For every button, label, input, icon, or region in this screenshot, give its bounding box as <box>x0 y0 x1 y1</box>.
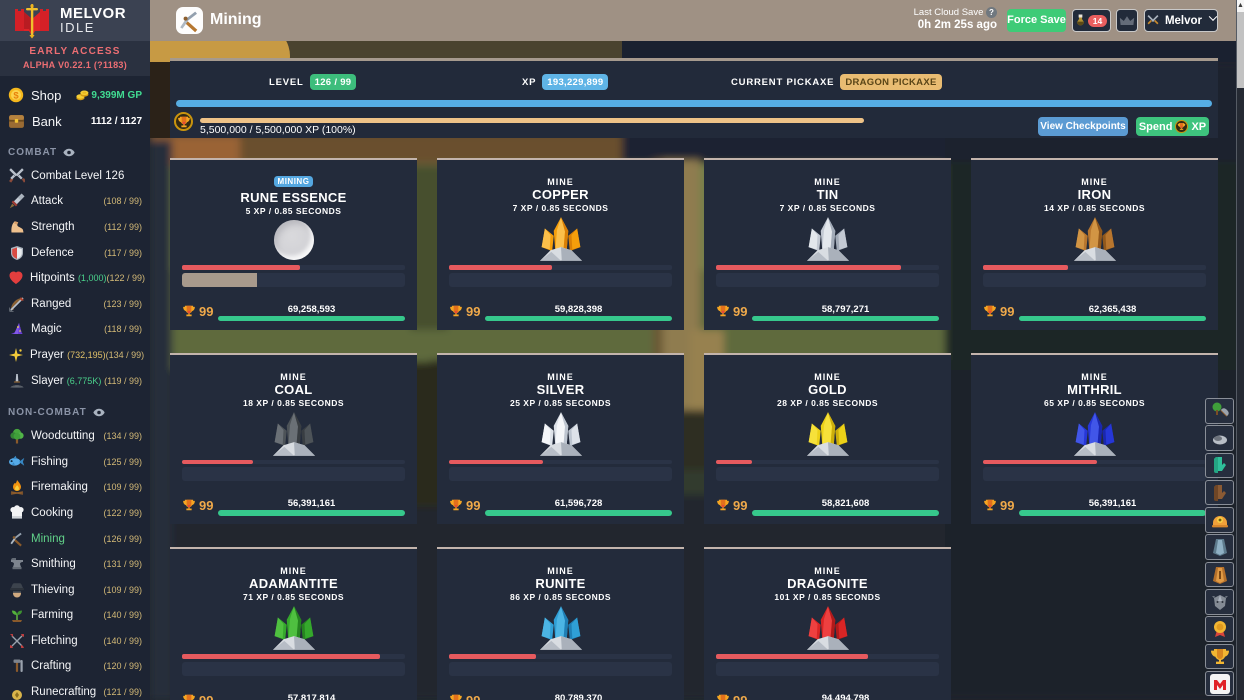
svg-text:$: $ <box>13 90 19 101</box>
